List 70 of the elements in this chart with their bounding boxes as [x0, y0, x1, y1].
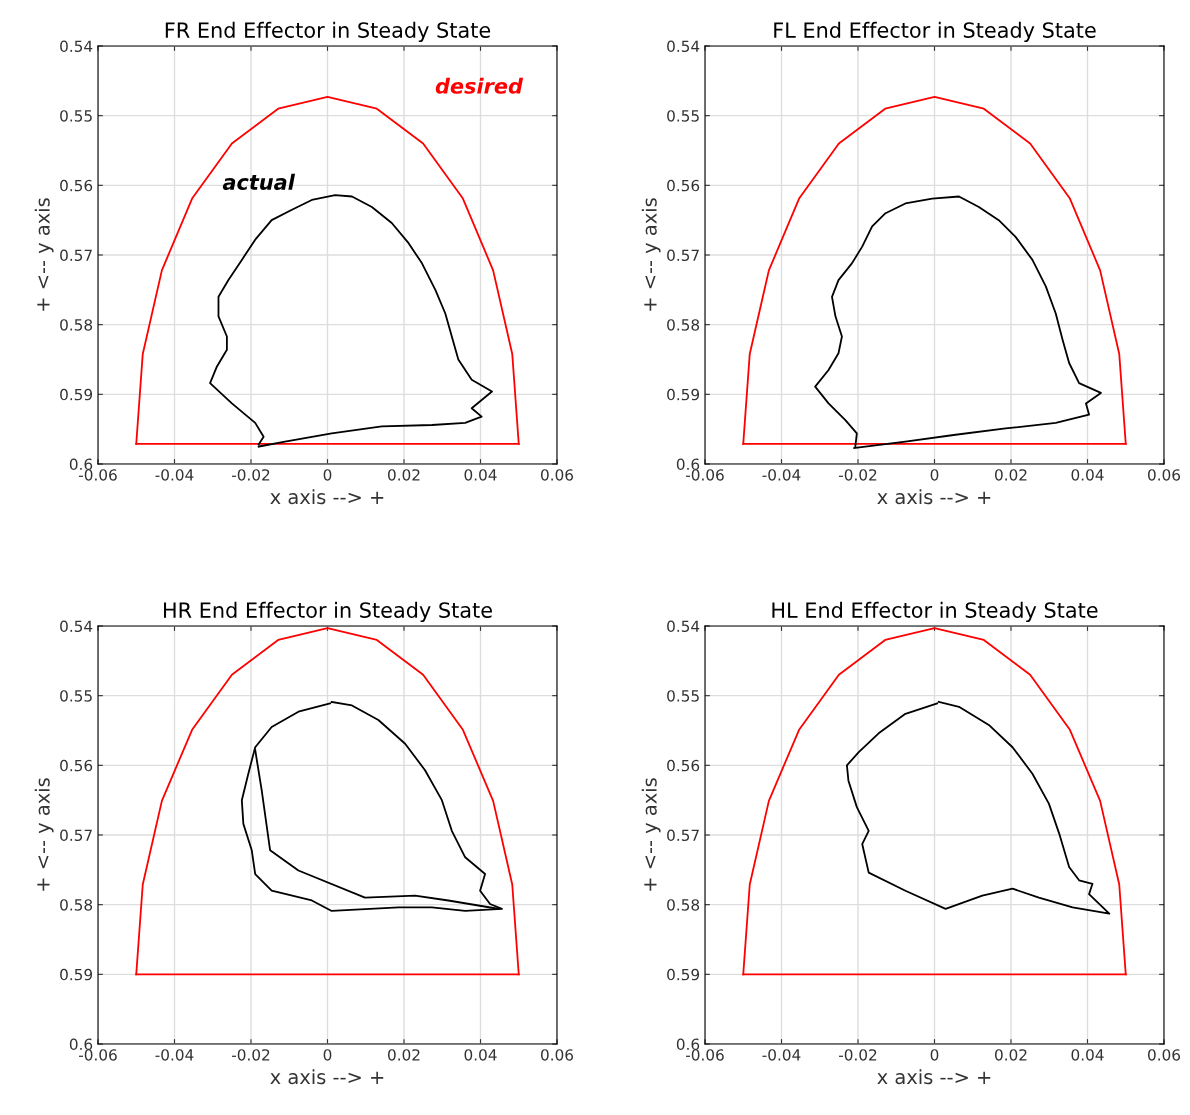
y-tick-label: 0.58: [60, 319, 93, 331]
x-axis-title: x axis --> +: [270, 1069, 384, 1085]
y-tick-label: 0.59: [667, 388, 700, 401]
y-tick-label: 0.57: [60, 829, 92, 842]
y-tick-label: 0.55: [60, 690, 92, 702]
y-tick-label: 0.54: [667, 620, 700, 633]
x-tick-label: -0.02: [231, 469, 270, 481]
y-axis-title: + <-- y axis: [641, 778, 661, 891]
chart-title: FR End Effector in Steady State: [165, 21, 491, 42]
x-tick-label: 0: [323, 1049, 332, 1061]
x-tick-label: -0.04: [155, 1049, 194, 1061]
x-tick-label: -0.06: [685, 1049, 724, 1061]
y-tick-label: 0.6: [69, 1038, 93, 1051]
y-tick-label: 0.59: [60, 388, 93, 401]
y-tick-label: 0.56: [60, 759, 93, 772]
y-tick-label: 0.54: [60, 620, 93, 633]
x-tick-label: 0.06: [1148, 1049, 1181, 1061]
y-tick-label: 0.57: [667, 249, 699, 262]
y-tick-label: 0.55: [667, 110, 699, 122]
y-tick-label: 0.6: [676, 458, 700, 471]
x-tick-label: -0.02: [231, 1049, 270, 1061]
y-tick-label: 0.56: [667, 759, 700, 772]
x-tick-label: 0: [930, 469, 939, 481]
x-tick-label: 0.06: [1148, 469, 1181, 481]
y-tick-label: 0.6: [676, 1038, 700, 1051]
x-tick-label: -0.06: [685, 469, 724, 481]
series-label: actual: [222, 173, 296, 190]
x-tick-label: 0.04: [464, 1049, 497, 1061]
x-axis-title: x axis --> +: [877, 1069, 991, 1085]
x-tick-label: -0.04: [762, 469, 801, 481]
x-tick-label: 0.02: [995, 469, 1027, 481]
y-tick-label: 0.56: [667, 179, 700, 192]
x-axis-title: x axis --> +: [877, 489, 991, 505]
x-tick-label: 0.04: [1071, 1049, 1104, 1061]
x-axis-title: x axis --> +: [270, 489, 384, 505]
y-tick-label: 0.6: [69, 458, 93, 471]
y-axis-title: + <-- y axis: [34, 198, 54, 311]
y-axis-title: + <-- y axis: [641, 198, 661, 311]
y-tick-label: 0.58: [667, 319, 700, 331]
y-tick-label: 0.54: [60, 40, 93, 53]
x-tick-label: -0.06: [78, 469, 117, 481]
y-tick-label: 0.57: [667, 829, 699, 842]
x-tick-label: -0.06: [78, 1049, 117, 1061]
x-tick-label: 0.02: [995, 1049, 1027, 1061]
chart-title: HL End Effector in Steady State: [772, 601, 1098, 622]
y-tick-label: 0.59: [667, 968, 700, 981]
y-axis-title: + <-- y axis: [34, 778, 54, 891]
chart-title: FL End Effector in Steady State: [774, 21, 1096, 42]
x-tick-label: -0.02: [838, 1049, 877, 1061]
x-tick-label: -0.02: [838, 469, 877, 481]
y-tick-label: 0.55: [60, 110, 92, 122]
chart-title: HR End Effector in Steady State: [163, 601, 492, 622]
y-tick-label: 0.58: [667, 899, 700, 911]
y-tick-label: 0.56: [60, 179, 93, 192]
x-tick-label: 0.06: [541, 1049, 574, 1061]
x-tick-label: 0: [930, 1049, 939, 1061]
y-tick-label: 0.54: [667, 40, 700, 53]
x-tick-label: 0.06: [541, 469, 574, 481]
y-tick-label: 0.55: [667, 690, 699, 702]
x-tick-label: -0.04: [155, 469, 194, 481]
x-tick-label: 0.04: [464, 469, 497, 481]
x-tick-label: -0.04: [762, 1049, 801, 1061]
x-tick-label: 0.02: [388, 469, 420, 481]
text: desired: [435, 77, 524, 94]
x-tick-label: 0.02: [388, 1049, 420, 1061]
x-tick-label: 0.04: [1071, 469, 1104, 481]
y-tick-label: 0.57: [60, 249, 92, 262]
y-tick-label: 0.58: [60, 899, 93, 911]
x-tick-label: 0: [323, 469, 332, 481]
y-tick-label: 0.59: [60, 968, 93, 981]
